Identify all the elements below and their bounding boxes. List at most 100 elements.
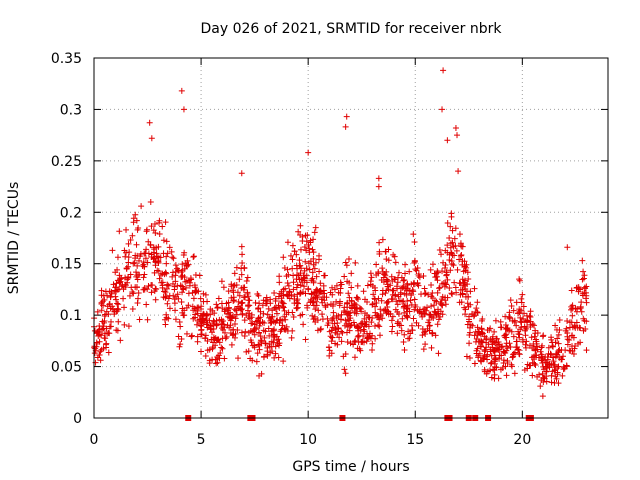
- data-point: [200, 290, 207, 297]
- data-point: [372, 296, 378, 303]
- data-point: [555, 331, 562, 338]
- data-point: [200, 298, 207, 305]
- data-point: [352, 302, 359, 309]
- data-point: [299, 288, 306, 295]
- data-point: [306, 245, 313, 252]
- data-point: [556, 316, 563, 323]
- data-point: [401, 346, 408, 353]
- data-point: [510, 351, 517, 358]
- data-point: [94, 354, 101, 361]
- data-point: [225, 304, 232, 311]
- data-point: [279, 303, 286, 310]
- data-point: [378, 297, 385, 304]
- data-point: [113, 308, 120, 315]
- data-point: [158, 279, 165, 286]
- data-points: [91, 67, 590, 400]
- data-point: [209, 345, 216, 352]
- data-point: [257, 320, 264, 327]
- data-point: [123, 249, 130, 256]
- data-point: [106, 330, 113, 337]
- data-point: [239, 299, 246, 306]
- data-point: [267, 320, 274, 327]
- data-point: [398, 322, 405, 329]
- data-point: [560, 353, 567, 360]
- data-point: [223, 333, 230, 340]
- data-point: [273, 333, 280, 340]
- data-point: [376, 239, 383, 246]
- data-point: [282, 326, 289, 333]
- data-point: [532, 336, 539, 343]
- data-point: [214, 304, 221, 311]
- data-point: [338, 328, 345, 335]
- data-point: [213, 360, 220, 367]
- data-point: [350, 341, 357, 348]
- data-point: [477, 357, 484, 364]
- data-point: [564, 318, 571, 325]
- data-point: [347, 340, 354, 347]
- chart-title: Day 026 of 2021, SRMTID for receiver nbr…: [200, 21, 502, 37]
- data-point: [217, 349, 224, 356]
- data-point: [228, 314, 235, 321]
- data-point: [372, 309, 379, 316]
- y-tick-label: 0.3: [60, 102, 82, 118]
- data-point: [98, 307, 105, 314]
- data-point: [361, 315, 368, 322]
- data-point: [198, 303, 205, 310]
- data-point: [154, 253, 161, 260]
- data-point: [184, 257, 191, 264]
- data-point: [444, 294, 451, 301]
- data-point: [159, 284, 166, 291]
- data-point: [190, 307, 197, 314]
- data-point: [294, 291, 301, 298]
- data-point: [579, 290, 586, 297]
- data-point: [582, 295, 589, 302]
- data-point: [399, 315, 406, 322]
- data-point: [257, 308, 264, 315]
- data-point: [318, 296, 325, 303]
- data-point: [162, 321, 169, 328]
- data-point: [284, 266, 291, 273]
- data-point: [136, 257, 143, 264]
- data-point: [244, 289, 251, 296]
- data-point: [288, 334, 295, 341]
- data-point: [552, 322, 559, 329]
- y-tick-label: 0.2: [60, 205, 82, 221]
- data-point: [160, 294, 167, 301]
- data-point: [551, 361, 558, 368]
- data-point: [545, 350, 552, 357]
- data-point: [342, 123, 349, 130]
- data-point: [293, 276, 300, 283]
- data-point: [493, 335, 500, 342]
- data-point: [198, 331, 205, 338]
- y-axis-label: SRMTID / TECUs: [6, 182, 22, 295]
- data-point: [414, 280, 421, 287]
- data-point: [312, 306, 319, 313]
- data-point: [416, 274, 423, 281]
- data-point: [114, 254, 121, 261]
- data-point: [502, 325, 509, 332]
- data-point: [569, 312, 576, 319]
- data-point: [195, 304, 202, 311]
- data-point: [583, 283, 590, 290]
- data-point: [375, 322, 382, 329]
- data-point: [444, 276, 451, 283]
- data-point: [481, 355, 488, 362]
- data-point: [431, 270, 438, 277]
- data-point: [476, 350, 483, 357]
- data-point: [441, 283, 448, 290]
- data-point: [540, 332, 547, 339]
- data-point: [400, 338, 407, 345]
- data-point: [162, 289, 169, 296]
- data-point: [392, 291, 399, 298]
- data-point: [127, 237, 134, 244]
- data-point: [539, 342, 546, 349]
- data-point: [369, 332, 376, 339]
- data-point: [412, 266, 419, 273]
- data-point: [235, 303, 242, 310]
- data-point: [230, 298, 237, 305]
- data-point: [212, 356, 219, 363]
- data-point: [375, 269, 382, 276]
- data-point: [394, 309, 401, 316]
- data-point: [306, 266, 313, 273]
- data-point: [181, 274, 188, 281]
